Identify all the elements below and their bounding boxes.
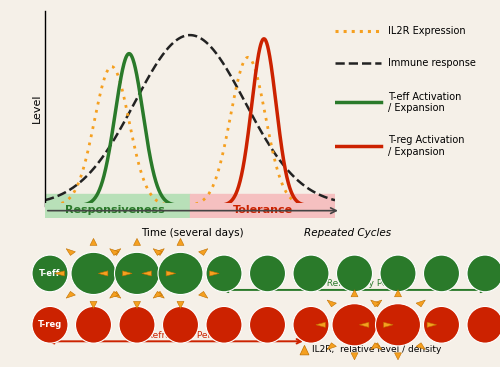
Text: IL2R,  relative level / density: IL2R, relative level / density bbox=[312, 345, 442, 354]
Text: T-eff: T-eff bbox=[39, 269, 61, 278]
Text: T-eff Activation
/ Expansion: T-eff Activation / Expansion bbox=[388, 92, 461, 113]
Text: Repeated Cycles: Repeated Cycles bbox=[304, 228, 391, 238]
Text: IL2R Expression: IL2R Expression bbox=[388, 26, 466, 36]
Bar bbox=[190, 203, 335, 218]
Text: T-eff Refractory Period: T-eff Refractory Period bbox=[304, 279, 405, 288]
Text: T-reg: T-reg bbox=[38, 320, 62, 329]
Text: Immune response: Immune response bbox=[388, 58, 476, 68]
Bar bbox=[190, 194, 335, 206]
Bar bbox=[45, 203, 190, 218]
Text: T-reg Activation
/ Expansion: T-reg Activation / Expansion bbox=[388, 135, 464, 157]
Text: Responsiveness: Responsiveness bbox=[64, 206, 164, 215]
Text: Tolerance: Tolerance bbox=[232, 206, 292, 215]
Bar bbox=[45, 194, 190, 206]
Text: Treg Refractory Period: Treg Refractory Period bbox=[126, 331, 226, 339]
Text: Time (several days): Time (several days) bbox=[141, 228, 244, 238]
Y-axis label: Level: Level bbox=[32, 94, 42, 123]
